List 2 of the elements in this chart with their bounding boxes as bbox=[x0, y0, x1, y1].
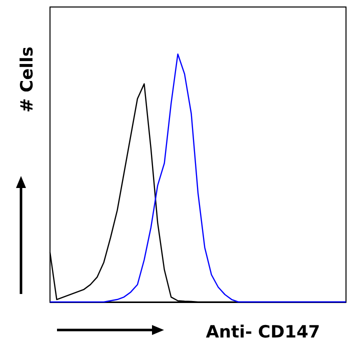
y-axis-title: # Cells bbox=[18, 46, 38, 112]
x-axis-title: Anti- CD147 bbox=[206, 322, 320, 342]
